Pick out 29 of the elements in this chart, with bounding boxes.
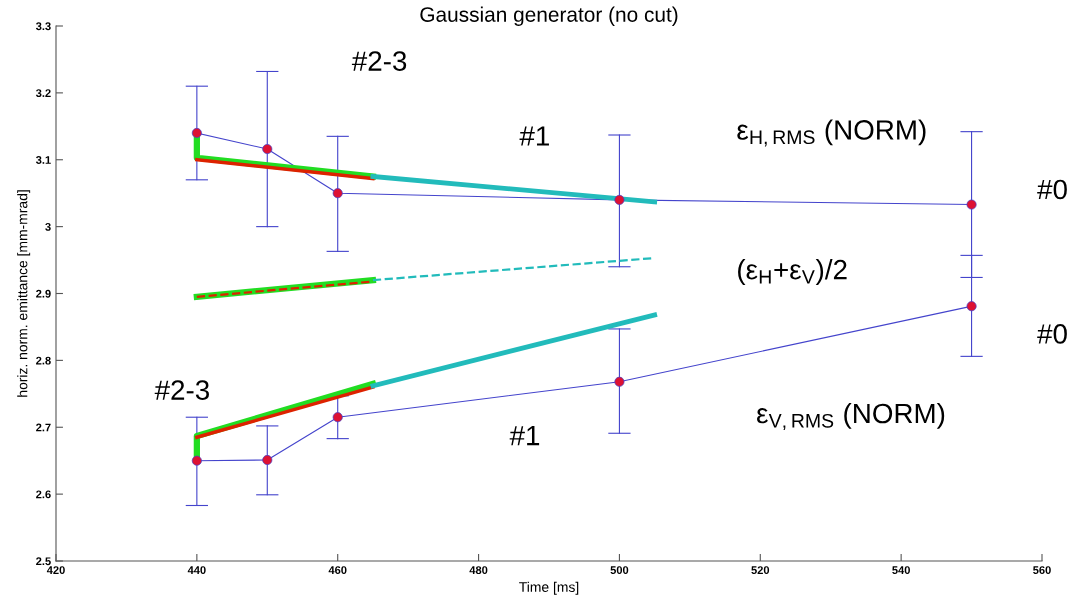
- y-tick-label: 3.1: [35, 156, 51, 164]
- annotation: #2-3: [351, 51, 407, 71]
- y-tick-label: 3: [45, 222, 51, 231]
- y-tick-label: 3.2: [35, 89, 51, 98]
- annotation: ε$_{V,RMS}$ (NORM): [757, 402, 945, 430]
- x-tick-label: 440: [187, 566, 206, 575]
- x-tick-label: 500: [610, 566, 629, 575]
- x-tick-label: 560: [1033, 566, 1051, 575]
- y-tick-label: 2.7: [36, 423, 51, 432]
- annotation: #2-3: [154, 380, 209, 400]
- y-axis-title: horiz. norm. emittance [mm-mrad]: [17, 190, 31, 397]
- annotation: (ε$_{H}$+ε$_{V}$)/2: [738, 259, 847, 285]
- y-tick-label: 2.5: [36, 557, 51, 566]
- chart-title: Gaussian generator (no cut): [420, 6, 678, 26]
- y-tick-label: 2.9: [36, 289, 51, 298]
- x-tick-label: 460: [328, 566, 347, 575]
- y-tick-label: 2.6: [36, 490, 51, 499]
- y-tick-label: 2.8: [36, 356, 51, 365]
- y-tick-label: 3.3: [35, 22, 51, 31]
- annotation: #1: [509, 426, 540, 446]
- x-tick-label: 520: [751, 566, 770, 575]
- x-tick-label: 480: [469, 566, 488, 575]
- annotation: #1: [519, 126, 549, 146]
- x-axis-title: Time [ms]: [519, 581, 579, 595]
- annotation: #0: [1037, 324, 1067, 344]
- x-tick-label: 420: [46, 566, 65, 575]
- annotation: ε$_{H,RMS}$ (NORM): [737, 119, 926, 147]
- x-tick-label: 540: [892, 566, 910, 575]
- annotation: #0: [1037, 179, 1067, 200]
